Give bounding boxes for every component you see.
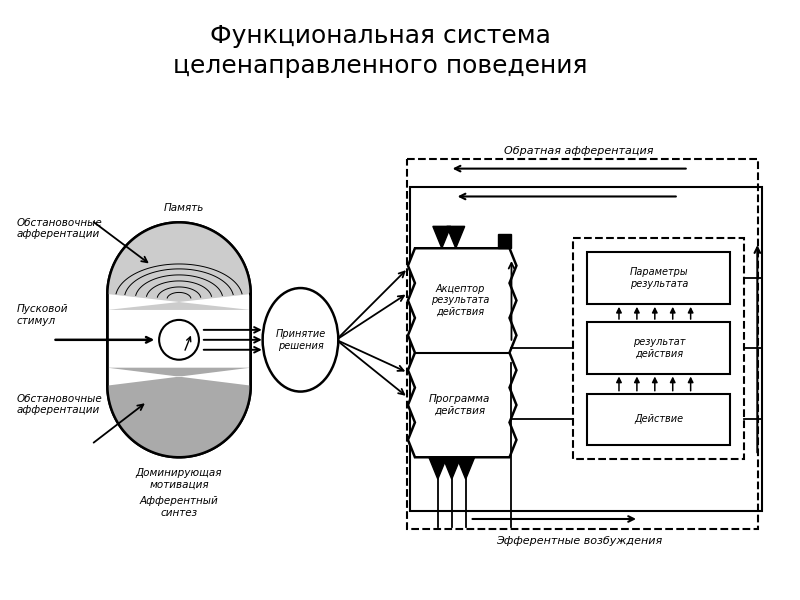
Text: Акцептор
результата
действия: Акцептор результата действия [430,284,489,317]
Bar [587,394,730,445]
Text: Обстановочные
афферентации: Обстановочные афферентации [17,394,102,415]
Bar [407,158,758,529]
Polygon shape [408,248,517,457]
Text: Эфферентные возбуждения: Эфферентные возбуждения [496,536,662,546]
Text: Доминирующая
мотивация: Доминирующая мотивация [136,469,222,490]
Bar [410,187,762,511]
Text: Афферентный
синтез: Афферентный синтез [140,496,218,518]
Circle shape [159,320,199,360]
Polygon shape [429,457,446,479]
Text: результат
действия: результат действия [633,337,685,359]
Polygon shape [443,457,461,479]
Text: Принятие
решения: Принятие решения [275,329,326,350]
Polygon shape [107,368,250,457]
Text: целенаправленного поведения: целенаправленного поведения [173,54,587,78]
Text: Память: Память [164,203,204,214]
Polygon shape [446,226,465,248]
Bar [587,252,730,304]
Text: Действие: Действие [634,415,683,424]
Text: Параметры
результата: Параметры результата [630,268,688,289]
Text: Обстановочные
афферентации: Обстановочные афферентации [17,218,102,239]
Text: Пусковой
стимул: Пусковой стимул [17,304,68,326]
Text: Функциональная система: Функциональная система [210,24,550,48]
Text: Программа
действия: Программа действия [429,394,490,416]
Bar [587,322,730,374]
Polygon shape [107,223,250,457]
Polygon shape [457,457,474,479]
Bar [498,235,511,248]
Polygon shape [107,223,250,310]
Ellipse shape [262,288,338,392]
Bar [573,238,744,459]
Polygon shape [433,226,450,248]
Text: Обратная афферентация: Обратная афферентация [505,146,654,155]
